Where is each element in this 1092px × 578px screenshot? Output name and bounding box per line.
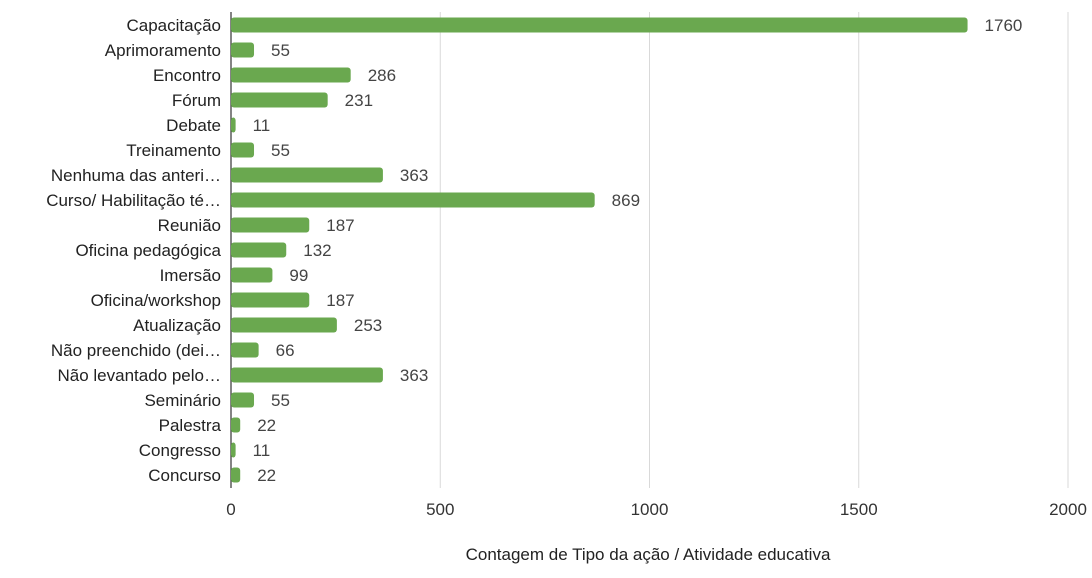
category-label: Treinamento [126, 141, 221, 160]
bar [231, 267, 273, 283]
category-label: Seminário [144, 391, 221, 410]
bar [231, 92, 328, 108]
value-label: 55 [271, 41, 290, 60]
value-label: 363 [400, 366, 428, 385]
value-label: 286 [368, 66, 396, 85]
category-label: Capacitação [126, 16, 221, 35]
bar [231, 192, 595, 208]
category-label: Oficina pedagógica [75, 241, 221, 260]
bar [231, 342, 259, 358]
category-label: Oficina/workshop [91, 291, 221, 310]
category-label: Congresso [139, 441, 221, 460]
x-tick-label: 1500 [840, 500, 878, 519]
category-label: Reunião [158, 216, 221, 235]
bar [231, 292, 310, 308]
bar [231, 392, 255, 408]
value-label: 253 [354, 316, 382, 335]
value-label: 11 [253, 116, 271, 135]
value-label: 869 [612, 191, 640, 210]
value-label: 66 [276, 341, 295, 360]
value-label: 187 [326, 216, 354, 235]
gridlines [230, 12, 1069, 488]
bar [231, 242, 287, 258]
category-label: Fórum [172, 91, 221, 110]
bar [231, 42, 255, 58]
category-label: Imersão [160, 266, 221, 285]
value-label: 132 [303, 241, 331, 260]
value-label: 363 [400, 166, 428, 185]
bar [231, 142, 255, 158]
value-label: 55 [271, 141, 290, 160]
category-label: Não levantado pelo… [57, 366, 221, 385]
category-label: Encontro [153, 66, 221, 85]
bar [231, 17, 968, 33]
bar [231, 367, 383, 383]
value-label: 99 [289, 266, 308, 285]
category-label: Aprimoramento [105, 41, 221, 60]
x-tick-labels: 0 500 1000 1500 2000 [226, 500, 1087, 519]
bar [231, 442, 236, 458]
bar [231, 217, 310, 233]
bar [231, 467, 241, 483]
x-tick-label: 1000 [631, 500, 669, 519]
value-label: 22 [257, 466, 276, 485]
value-labels: 1760552862311155363869187132991872536636… [253, 16, 1023, 485]
value-label: 231 [345, 91, 373, 110]
bar [231, 67, 351, 83]
category-label: Palestra [159, 416, 222, 435]
category-label: Nenhuma das anteri… [51, 166, 221, 185]
bar [231, 317, 337, 333]
value-label: 11 [253, 441, 271, 460]
category-label: Curso/ Habilitação té… [46, 191, 221, 210]
x-tick-label: 500 [426, 500, 454, 519]
category-label: Não preenchido (dei… [51, 341, 221, 360]
category-label: Atualização [133, 316, 221, 335]
x-axis-title: Contagem de Tipo da ação / Atividade edu… [466, 545, 831, 564]
category-label: Concurso [148, 466, 221, 485]
bar [231, 167, 383, 183]
value-label: 1760 [985, 16, 1023, 35]
category-labels: Capacitação Aprimoramento Encontro Fórum Deb… [46, 16, 221, 485]
value-label: 55 [271, 391, 290, 410]
category-label: Debate [166, 116, 221, 135]
value-label: 22 [257, 416, 276, 435]
x-tick-label: 0 [226, 500, 235, 519]
value-label: 187 [326, 291, 354, 310]
bar [231, 417, 241, 433]
bars [231, 17, 968, 483]
bar [231, 117, 236, 133]
x-tick-label: 2000 [1049, 500, 1087, 519]
